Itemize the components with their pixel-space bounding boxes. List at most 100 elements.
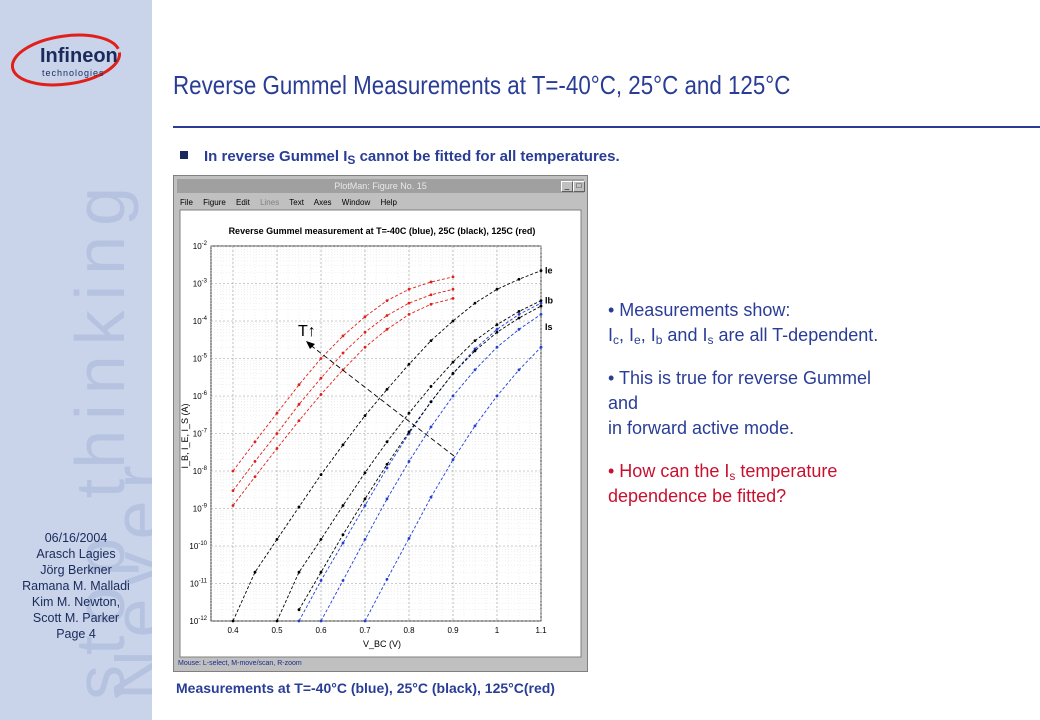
note-2-line2: and [608,393,639,413]
data-point [319,579,323,582]
data-point [363,497,367,501]
data-point [297,402,301,406]
data-point [451,275,455,279]
data-point [363,619,367,623]
x-tick-label: 0.8 [403,626,415,635]
author: Jörg Berkner [40,563,112,577]
minimize-icon[interactable]: _ [561,181,573,192]
menu-edit[interactable]: Edit [236,198,250,207]
note-2-line1: • This is true for reverse Gummel [608,368,872,388]
data-point [385,462,389,466]
y-tick-label: 10-7 [193,429,208,439]
data-point [407,362,411,366]
x-tick-label: 0.6 [315,626,327,635]
data-point [363,345,367,349]
menu-figure[interactable]: Figure [203,198,226,207]
menu-window[interactable]: Window [341,198,371,207]
data-point [495,345,499,349]
menu-text[interactable]: Text [289,198,304,207]
figure-caption: Measurements at T=-40°C (blue), 25°C (bl… [176,680,555,696]
data-point [495,323,499,327]
data-point [363,315,367,319]
figure-status-bar: Mouse: L-select, M-move/scan, R-zoom [178,660,302,667]
data-point [539,299,543,302]
x-tick-label: 1 [495,626,500,635]
y-tick-label: 10-9 [193,504,208,514]
figure-menu-bar: File Figure Edit Lines Text Axes Window … [180,198,405,207]
data-point [231,504,235,507]
data-point [429,425,433,429]
data-point [385,497,389,501]
y-tick-label: 10-3 [193,279,208,289]
series-line [298,302,542,622]
data-point [275,447,279,450]
slide-info: 06/16/2004 Arasch Lagies Jörg Berkner Ra… [0,530,152,642]
series-line [298,305,542,610]
x-tick-label: 0.4 [227,626,239,635]
data-point [385,440,389,444]
menu-lines[interactable]: Lines [260,198,280,207]
data-point [495,330,499,334]
data-point [275,432,279,435]
data-point [539,345,543,349]
author: Ramana M. Malladi [22,579,130,593]
series-line [232,297,454,506]
y-tick-label: 10-6 [193,391,208,401]
series-line [364,346,542,622]
data-point [473,301,477,305]
menu-file[interactable]: File [180,198,193,207]
data-point [495,327,499,331]
data-point [297,619,301,623]
data-point [429,385,433,388]
data-point [319,393,323,396]
maximize-icon[interactable]: □ [573,181,585,192]
data-point [385,466,389,470]
series-line [320,314,542,622]
plot-figure-window: PlotMan: Figure No. 15 _ □ File Figure E… [173,175,588,672]
data-point [385,314,389,317]
slide-title: Reverse Gummel Measurements at T=-40°C, … [173,70,791,100]
temperature-arrow [308,343,455,457]
data-point [341,334,345,338]
data-point [451,287,455,291]
note-1-body: Ic, Ie, Ib and Is are all T-dependent. [608,325,879,347]
data-point [517,327,521,331]
data-point [495,394,499,398]
data-point [407,536,411,540]
data-point [253,570,257,574]
slide-date: 06/16/2004 [44,531,108,545]
data-point [319,357,323,360]
note-3-line2: dependence be fitted? [608,486,787,506]
data-point [363,330,367,334]
menu-axes[interactable]: Axes [313,198,332,207]
data-point [539,312,543,316]
y-tick-label: 10-2 [193,241,208,251]
data-point [385,327,389,331]
data-point [363,537,367,541]
data-point [517,277,521,281]
data-point [341,541,345,545]
logo-brand: Infineon [40,45,118,67]
data-point [363,471,367,475]
x-tick-label: 0.7 [359,626,371,635]
data-point [539,269,543,273]
series-line [232,276,454,472]
data-point [517,310,521,313]
data-point [253,475,257,479]
x-tick-label: 1.1 [535,626,547,635]
author: Kim M. Newton, [31,595,121,609]
y-tick-label: 10-12 [189,616,207,626]
data-point [363,414,367,418]
temperature-annotation: T↑ [298,323,316,340]
data-point [297,383,301,387]
y-tick-label: 10-4 [193,316,208,326]
data-point [429,495,433,499]
data-point [231,469,235,473]
menu-help[interactable]: Help [380,198,397,207]
data-point [385,387,389,391]
data-point [319,570,323,574]
data-point [473,347,477,351]
data-point [231,489,235,493]
data-point [341,443,345,447]
data-point [517,316,521,320]
